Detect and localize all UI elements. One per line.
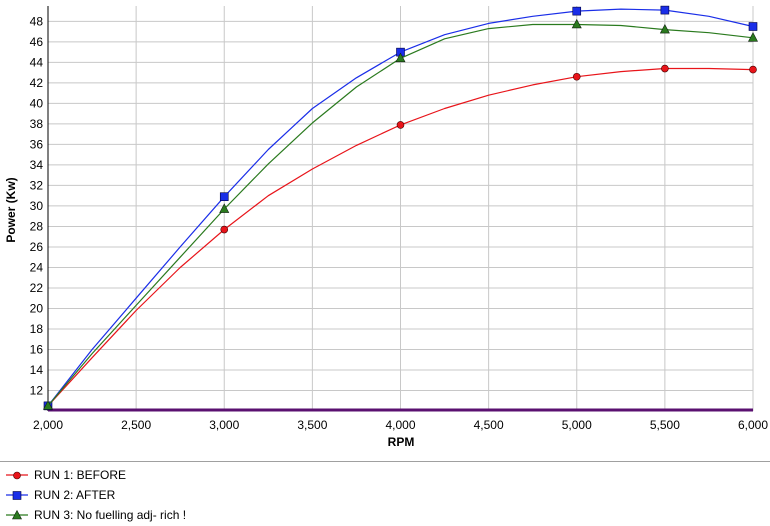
y-tick-label: 26 [30,240,44,254]
data-point-3 [748,32,758,42]
legend-item-3: RUN 3: No fuelling adj- rich ! [6,506,186,524]
data-point-1 [749,65,757,74]
y-tick-label: 42 [30,76,44,90]
data-point-1 [572,72,581,81]
y-tick-label: 48 [30,14,44,28]
data-point-1 [220,225,229,234]
x-tick-label: 4,500 [474,418,504,432]
y-tick-label: 14 [30,363,44,377]
legend-marker [13,471,21,480]
x-tick-label: 3,500 [297,418,327,432]
x-tick-label: 4,000 [385,418,415,432]
x-tick-label: 5,500 [650,418,680,432]
legend-label: RUN 2: AFTER [34,488,116,502]
legend-swatch-circle [6,471,28,480]
x-tick-label: 2,000 [33,418,63,432]
data-point-1 [396,121,405,129]
data-point-2 [748,22,758,31]
legend: RUN 1: BEFORE RUN 2: AFTER RUN 3: No fuell… [0,461,770,526]
y-tick-label: 36 [30,137,44,151]
y-tick-label: 30 [30,199,44,213]
y-tick-label: 34 [30,158,44,172]
x-axis-title: RPM [388,435,415,449]
tick-labels: 2,000 2,500 3,000 3,500 4,000 4,500 5,000 5,500… [30,14,769,432]
x-tick-label: 3,000 [209,418,239,432]
legend-item-2: RUN 2: AFTER [6,486,115,504]
y-tick-label: 24 [30,260,44,274]
data-point-3 [219,203,230,213]
legend-marker [12,491,22,500]
y-tick-label: 16 [30,342,44,356]
x-tick-label: 2,500 [121,418,151,432]
data-point-2 [660,5,670,15]
legend-swatch-square [6,491,28,500]
data-point-3 [659,23,670,34]
series-group [43,5,758,412]
legend-swatch-triangle [6,509,28,520]
legend-label: RUN 1: BEFORE [34,468,127,482]
x-tick-label: 5,000 [562,418,592,432]
y-axis-title: Power (Kw) [4,177,18,242]
y-tick-label: 20 [30,301,44,315]
y-tick-label: 46 [30,35,44,49]
y-tick-label: 18 [30,322,44,336]
y-tick-label: 32 [30,178,44,192]
y-tick-label: 38 [30,117,44,131]
legend-item-1: RUN 1: BEFORE [6,466,126,484]
y-tick-label: 22 [30,281,44,295]
power-chart: 2,000 2,500 3,000 3,500 4,000 4,500 5,000 5,500… [4,5,769,449]
legend-label: RUN 3: No fuelling adj- rich ! [34,508,187,522]
legend-marker [12,509,22,520]
y-tick-label: 44 [30,55,44,69]
data-point-3 [571,18,582,29]
grid [47,6,754,411]
data-point-1 [661,64,669,73]
series-3 [43,18,758,410]
y-tick-label: 28 [30,219,44,233]
y-tick-label: 40 [30,96,44,110]
data-point-3 [43,400,53,410]
data-point-2 [572,6,582,16]
x-tick-label: 6,000 [738,418,768,432]
y-tick-label: 12 [30,383,44,397]
data-point-3 [395,52,406,63]
data-point-2 [219,192,229,202]
